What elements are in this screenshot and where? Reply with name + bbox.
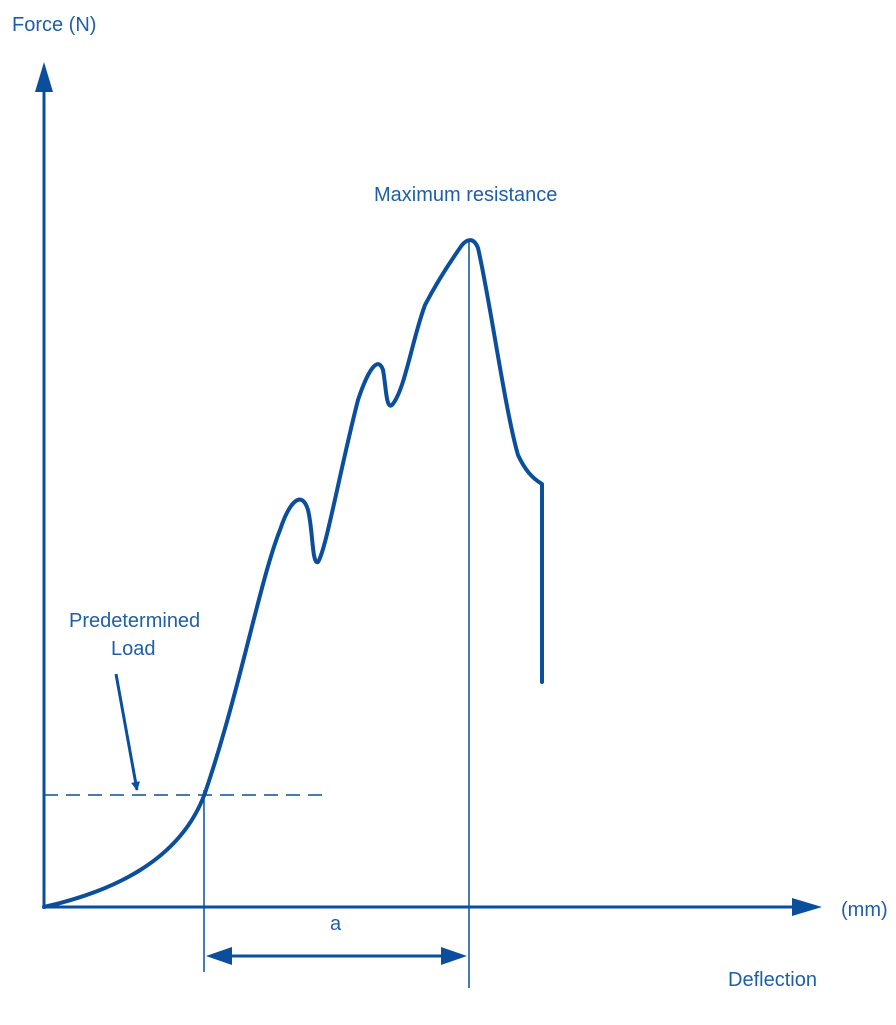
- interval-a-dimension: [206, 947, 467, 965]
- x-axis-arrowhead: [792, 898, 822, 916]
- y-axis: [35, 62, 53, 907]
- predetermined-load-arrow: [114, 673, 140, 791]
- predetermined-label-line2: Load: [111, 638, 156, 660]
- interval-right-arrowhead: [441, 947, 467, 965]
- interval-label: a: [330, 913, 342, 935]
- x-axis-label: Deflection: [728, 969, 817, 991]
- predetermined-label-line1: Predetermined: [69, 610, 200, 632]
- x-axis-unit-label: (mm): [841, 899, 888, 921]
- load-deflection-curve: [42, 238, 544, 909]
- y-axis-label: Force (N): [12, 14, 96, 36]
- y-axis-arrowhead: [35, 62, 53, 92]
- interval-left-arrowhead: [206, 947, 232, 965]
- x-axis: [44, 898, 822, 916]
- maximum-resistance-label: Maximum resistance: [374, 184, 557, 206]
